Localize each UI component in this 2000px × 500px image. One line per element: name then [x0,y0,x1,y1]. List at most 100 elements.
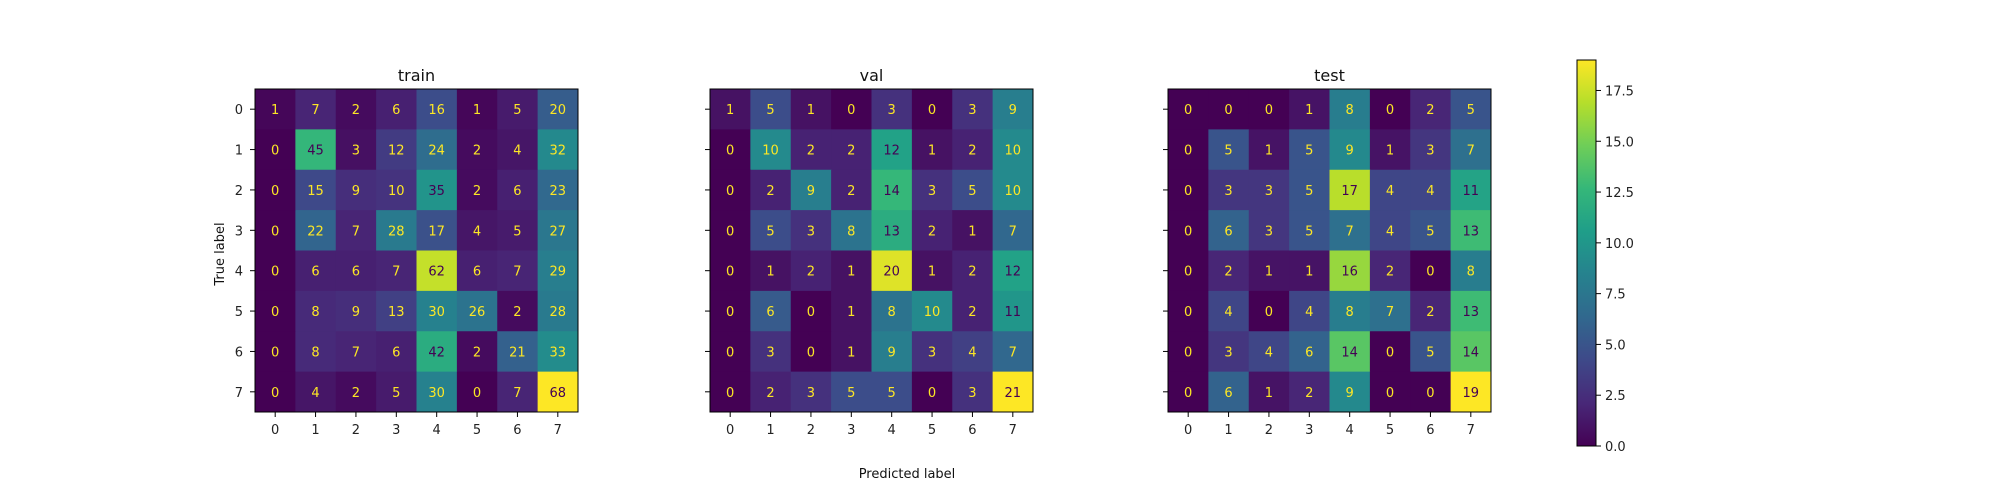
heatmap-cell [456,290,498,332]
cell-value-label: 11 [1005,305,1022,320]
heatmap-cell [952,129,994,171]
cell-value-label: 3 [928,184,936,199]
cell-value-label: 3 [807,224,815,239]
heatmap-cell [992,331,1034,373]
colorbar-tick-label: 12.5 [1605,186,1634,201]
cell-value-label: 68 [550,386,567,401]
heatmap-cell [416,250,458,292]
heatmap-cell [750,169,792,211]
heatmap-cell [335,250,377,292]
heatmap-cell [710,89,751,130]
heatmap-cell [335,169,377,211]
x-tick-label: 0 [1184,423,1192,438]
heatmap-cell [871,89,913,130]
cell-value-label: 2 [473,144,481,159]
heatmap-cell [1450,290,1492,332]
heatmap-cell [790,169,832,211]
heatmap-cell [790,89,832,130]
heatmap-cell [790,290,832,332]
x-tick-label: 3 [1305,423,1313,438]
heatmap-cell [1450,331,1492,373]
cell-value-label: 0 [847,103,855,118]
heatmap-cell [992,371,1034,413]
heatmap-cell [1168,169,1209,211]
heatmap-cell [992,89,1034,130]
cell-value-label: 0 [726,144,734,159]
heatmap-cell [1410,290,1452,332]
cell-value-label: 28 [550,305,567,320]
cell-value-label: 0 [807,305,815,320]
cell-value-label: 32 [550,144,567,159]
x-axis-label: Predicted label [859,467,956,482]
cell-value-label: 0 [271,345,279,360]
cell-value-label: 2 [807,144,815,159]
heatmap-cell [1248,169,1290,211]
heatmap-cell [750,331,792,373]
heatmap-cell [911,169,953,211]
cell-value-label: 6 [766,305,774,320]
heatmap-cell [911,210,953,251]
colorbar-gradient [1577,60,1596,446]
heatmap-cell [295,89,337,130]
heatmap-cell [1208,371,1250,413]
heatmap-cell [750,250,792,292]
x-tick-label: 4 [1346,423,1354,438]
cell-value-label: 0 [1184,103,1192,118]
cell-value-label: 0 [473,386,481,401]
heatmap-cell [911,129,953,171]
cell-value-label: 19 [1463,386,1480,401]
cell-value-label: 8 [1346,305,1354,320]
heatmap-cell [1168,371,1209,413]
heatmap-cell [537,250,579,292]
cell-value-label: 4 [1426,184,1434,199]
heatmap-cell [1410,169,1452,211]
heatmap-cell [1248,250,1290,292]
cell-value-label: 0 [1184,305,1192,320]
heatmap-cell [1208,169,1250,211]
heatmap-cell [456,210,498,251]
cell-value-label: 42 [428,345,445,360]
heatmap-cell [952,290,994,332]
heatmap-cell [831,250,872,292]
cell-value-label: 3 [928,345,936,360]
cell-value-label: 1 [1265,386,1273,401]
x-tick-label: 2 [1265,423,1273,438]
cell-value-label: 2 [807,265,815,280]
cell-value-label: 8 [888,305,896,320]
heatmap-cell [1450,169,1492,211]
cell-value-label: 0 [1224,103,1232,118]
cell-value-label: 6 [1224,386,1232,401]
heatmap-cell [295,290,337,332]
cell-value-label: 2 [352,386,360,401]
cell-value-label: 2 [847,184,855,199]
heatmap-cell [1369,250,1411,292]
cell-value-label: 11 [1463,184,1480,199]
heatmap-cell [750,290,792,332]
cell-value-label: 5 [766,224,774,239]
cell-value-label: 3 [1426,144,1434,159]
cell-value-label: 7 [1467,144,1475,159]
heatmap-cell [871,371,913,413]
colorbar-tick-label: 0.0 [1605,440,1626,455]
heatmap-cell [831,331,872,373]
cell-value-label: 0 [1184,265,1192,280]
cell-value-label: 5 [1426,345,1434,360]
x-tick-label: 7 [1467,423,1475,438]
cell-value-label: 1 [473,103,481,118]
y-tick-label: 5 [235,305,243,320]
cell-value-label: 1 [807,103,815,118]
heatmap-cell [416,210,458,251]
cell-value-label: 6 [1305,345,1313,360]
heatmap-cell [1168,89,1209,130]
cell-value-label: 9 [888,345,896,360]
x-tick-label: 2 [807,423,815,438]
heatmap-cell [1410,331,1452,373]
cell-value-label: 10 [924,305,941,320]
x-tick-label: 0 [271,423,279,438]
cell-value-label: 1 [847,345,855,360]
cell-value-label: 0 [1184,144,1192,159]
heatmap-cell [537,331,579,373]
heatmap-cell [790,331,832,373]
cell-value-label: 0 [928,103,936,118]
heatmap-cell [1329,210,1371,251]
